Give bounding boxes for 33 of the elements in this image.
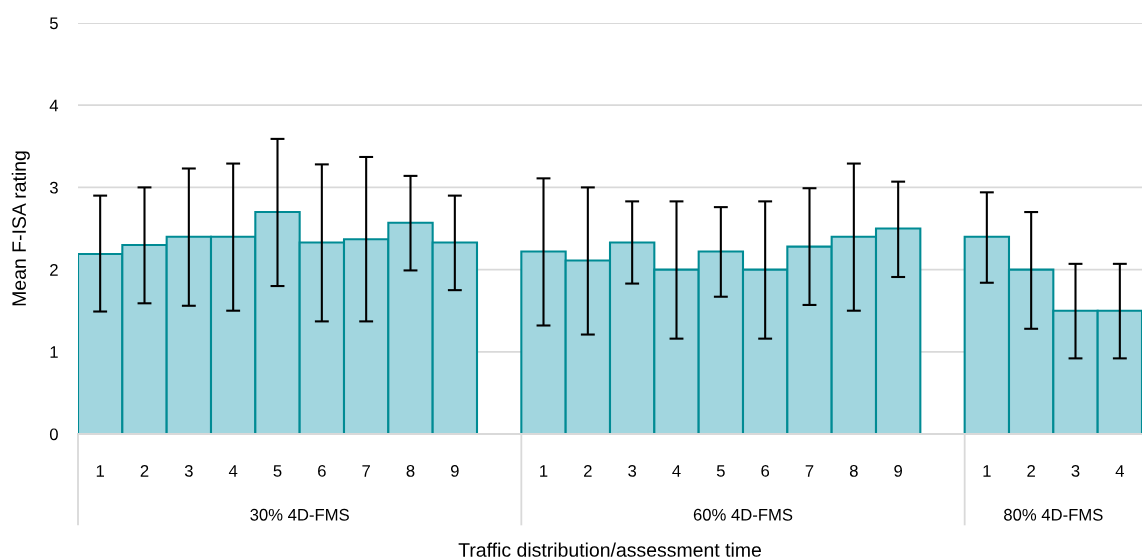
x-tick-label: 1 (96, 465, 104, 477)
y-tick-label: 1 (50, 346, 58, 358)
y-tick-label: 2 (50, 264, 58, 276)
text: 30% 4D-FMS (250, 508, 349, 521)
x-tick-label: 9 (450, 465, 459, 477)
x-tick-label: 1 (540, 465, 548, 477)
x-tick-label: 3 (1071, 465, 1080, 477)
y-tick-label: 3 (49, 181, 58, 194)
text: 60% 4D-FMS (693, 508, 793, 521)
x-tick-label: 7 (362, 465, 370, 477)
y-tick-label: 5 (49, 17, 58, 30)
x-tick-label: 2 (140, 465, 149, 477)
x-tick-label: 7 (805, 465, 814, 477)
x-tick-label: 6 (761, 465, 770, 477)
text: 80% 4D-FMS (1004, 508, 1103, 521)
y-tick-label: 4 (49, 99, 59, 112)
y-tick-label: 0 (49, 428, 58, 441)
x-tick-label: 1 (983, 465, 991, 477)
x-tick-label: 4 (228, 465, 238, 477)
x-tick-label: 3 (628, 465, 637, 477)
y-axis-title: Mean F-ISA rating (11, 151, 30, 306)
x-tick-label: 4 (1115, 465, 1124, 477)
x-tick-label: 5 (716, 465, 725, 477)
x-tick-label: 6 (318, 465, 326, 477)
x-tick-label: 3 (184, 465, 193, 477)
x-tick-label: 2 (1027, 465, 1035, 477)
x-tick-label: 8 (849, 465, 858, 477)
x-axis-title: Traffic distribution/assessment time (458, 542, 761, 557)
x-tick-label: 9 (894, 465, 903, 477)
x-tick-label: 2 (584, 465, 592, 477)
x-tick-label: 4 (672, 465, 681, 477)
x-tick-label: 5 (273, 465, 282, 477)
x-tick-label: 8 (406, 465, 415, 477)
